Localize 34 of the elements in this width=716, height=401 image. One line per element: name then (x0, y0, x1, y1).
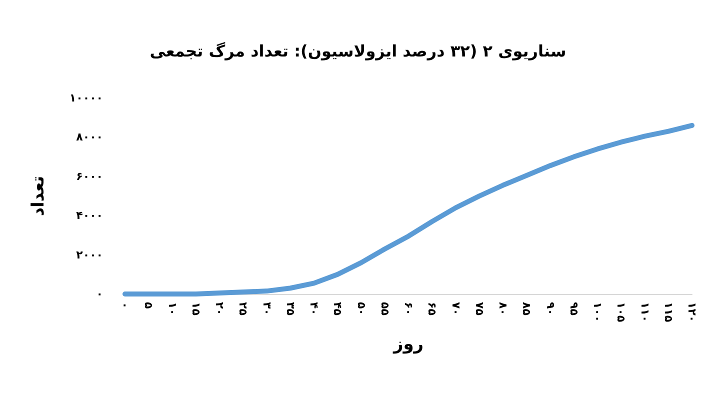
x-tick-label: ۱۰ (166, 302, 179, 316)
x-tick-label: ۸۰ (496, 302, 510, 316)
x-tick-label: ۰ (118, 302, 132, 309)
x-tick-label: ۱۰۵ (614, 302, 628, 322)
x-tick-label: ۳۵ (284, 302, 297, 316)
x-tick-label: ۳۰ (260, 302, 274, 316)
x-tick-label: ۲۰ (213, 302, 226, 316)
x-tick-label: ۷۵ (472, 302, 486, 316)
y-axis-title: تعداد (28, 176, 48, 216)
x-axis-title: روز (392, 334, 424, 354)
x-tick-label: ۹۵ (567, 302, 580, 316)
x-tick-label: ۵۵ (378, 302, 392, 316)
x-tick-label: ۹۰ (544, 302, 557, 316)
y-tick-label: ۰ (96, 288, 103, 300)
y-tick-label: ۲۰۰۰ (76, 248, 103, 262)
y-tick-label: ۸۰۰۰ (76, 130, 103, 144)
x-tick-label: ۱۲۰ (686, 302, 698, 322)
x-tick-label: ۱۱۰ (638, 302, 652, 322)
x-tick-label: ۷۰ (449, 302, 462, 316)
x-tick-label: ۵ (142, 302, 156, 309)
x-tick-label: ۴۵ (331, 302, 344, 316)
x-tick-label: ۲۵ (236, 302, 250, 316)
y-tick-label: ۴۰۰۰ (76, 209, 103, 222)
y-tick-label: ۶۰۰۰ (76, 170, 103, 183)
x-tick-label: ۴۰ (308, 302, 320, 316)
x-tick-label: ۶۰ (402, 302, 415, 316)
x-tick-label: ۶۵ (426, 302, 439, 316)
chart-title: سناریوی ۲ (۳۲ درصد ایزولاسیون): تعداد مرگ تجمعی (150, 42, 566, 60)
x-tick-label: ۵۰ (354, 302, 368, 316)
x-tick-label: ۱۵ (189, 302, 202, 316)
x-tick-label: ۸۵ (520, 302, 534, 316)
y-tick-label: ۱۰۰۰۰ (69, 92, 103, 104)
x-tick-label: ۱۰۰ (591, 302, 604, 322)
x-tick-label: ۱۱۵ (662, 302, 675, 322)
